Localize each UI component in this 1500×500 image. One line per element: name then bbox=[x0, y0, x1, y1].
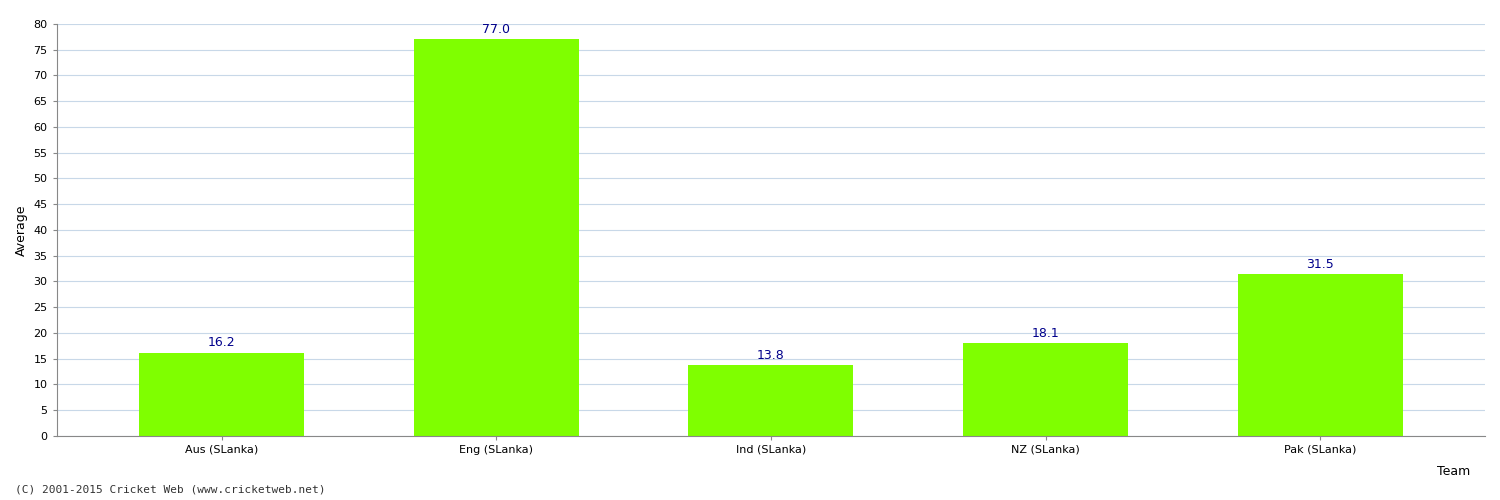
Text: 16.2: 16.2 bbox=[207, 336, 236, 349]
Bar bbox=[1238, 274, 1403, 436]
Bar bbox=[414, 40, 579, 436]
Y-axis label: Average: Average bbox=[15, 204, 28, 256]
Text: 13.8: 13.8 bbox=[758, 349, 784, 362]
Text: 31.5: 31.5 bbox=[1306, 258, 1334, 270]
Bar bbox=[963, 343, 1128, 436]
Text: 18.1: 18.1 bbox=[1032, 326, 1059, 340]
Bar bbox=[140, 352, 304, 436]
Text: Team: Team bbox=[1437, 465, 1470, 478]
Text: (C) 2001-2015 Cricket Web (www.cricketweb.net): (C) 2001-2015 Cricket Web (www.cricketwe… bbox=[15, 485, 326, 495]
Bar bbox=[688, 365, 853, 436]
Text: 77.0: 77.0 bbox=[482, 24, 510, 36]
